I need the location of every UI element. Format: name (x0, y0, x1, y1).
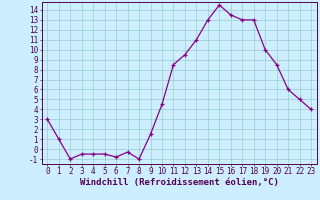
X-axis label: Windchill (Refroidissement éolien,°C): Windchill (Refroidissement éolien,°C) (80, 178, 279, 187)
